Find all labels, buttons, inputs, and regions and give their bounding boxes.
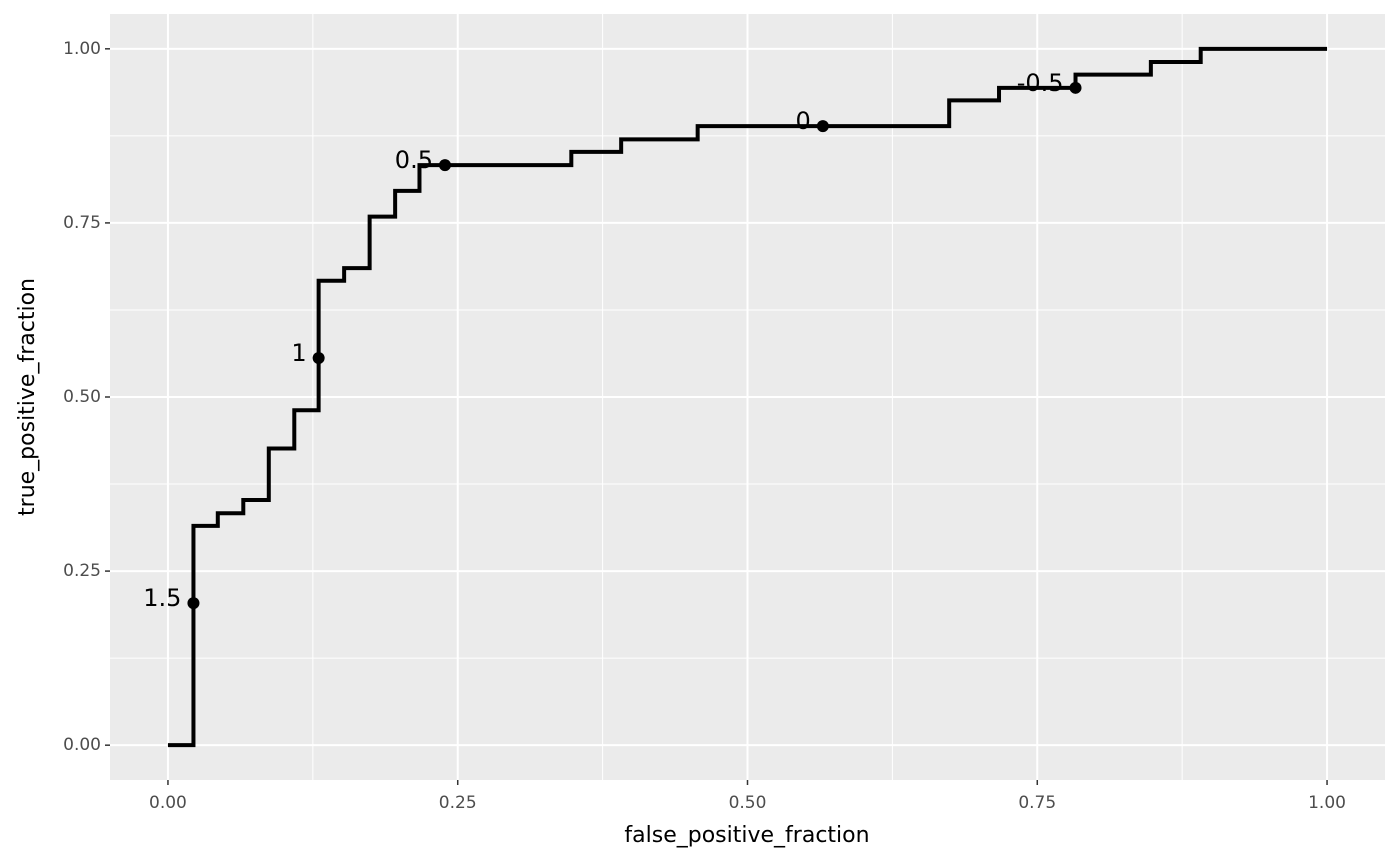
- x-axis-title: false_positive_fraction: [624, 823, 869, 848]
- cutoff-label: 1: [291, 339, 306, 367]
- y-tick-label: 0.75: [63, 213, 101, 233]
- cutoff-point: [438, 159, 451, 172]
- grid: [110, 14, 1385, 780]
- y-tick-label: 0.50: [63, 387, 101, 407]
- cutoff-label: 0.5: [395, 146, 433, 174]
- cutoff-label: 1.5: [143, 584, 181, 612]
- cutoff-point: [187, 597, 200, 610]
- x-tick-label: 0.00: [149, 793, 187, 813]
- x-tick-label: 0.25: [439, 793, 477, 813]
- roc-line: [167, 46, 1328, 748]
- x-tick-label: 0.50: [729, 793, 767, 813]
- cutoff-label: 0: [796, 107, 811, 135]
- cutoff-point: [816, 120, 829, 133]
- cutoff-label: -0.5: [1017, 69, 1064, 97]
- y-tick-label: 0.25: [63, 561, 101, 581]
- y-axis-title: true_positive_fraction: [15, 278, 40, 516]
- marks: 1.5 1 0.5 0 -0.5: [143, 46, 1328, 748]
- cutoff-point: [1069, 81, 1082, 94]
- x-tick-label: 0.75: [1018, 793, 1056, 813]
- cutoff-point: [312, 352, 325, 365]
- y-tick-label: 0.00: [63, 735, 101, 755]
- y-tick-label: 1.00: [63, 39, 101, 59]
- x-tick-label: 1.00: [1308, 793, 1346, 813]
